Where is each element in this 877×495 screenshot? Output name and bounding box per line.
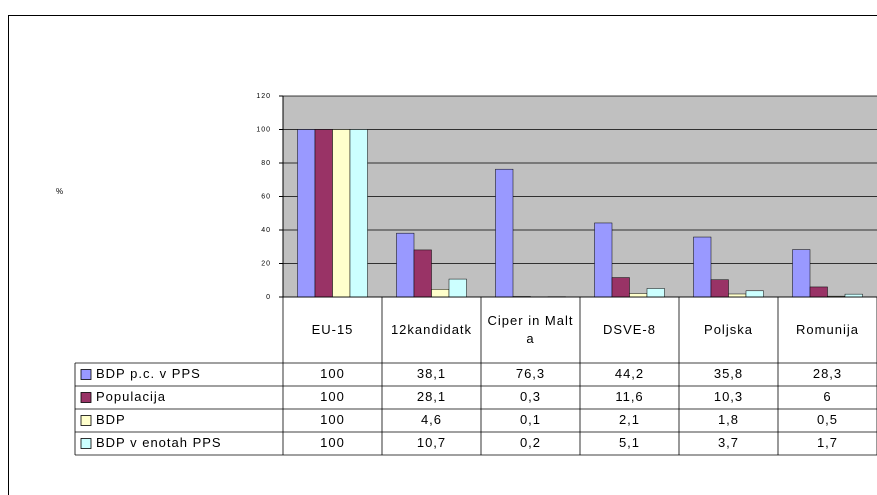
table-value: 38,1 bbox=[417, 366, 446, 381]
y-tick-label: 80 bbox=[261, 160, 271, 167]
bar bbox=[396, 232, 415, 298]
bar bbox=[431, 289, 450, 298]
y-axis-label: % bbox=[56, 187, 64, 196]
x-tick-label: Ciper in Malta bbox=[487, 313, 574, 346]
legend-key bbox=[80, 392, 92, 403]
table-value: 6 bbox=[823, 389, 831, 404]
bar bbox=[349, 129, 368, 298]
table-value: 1,8 bbox=[718, 412, 739, 427]
table-value: 2,1 bbox=[619, 412, 640, 427]
legend-label: Populacija bbox=[96, 389, 166, 404]
table-value: 100 bbox=[320, 366, 345, 381]
x-tick-label: Poljska bbox=[704, 322, 753, 337]
bar bbox=[646, 288, 665, 298]
table-value: 100 bbox=[320, 435, 345, 450]
table-value: 0,1 bbox=[520, 412, 541, 427]
legend-label: BDP v enotah PPS bbox=[96, 435, 222, 450]
legend-label: BDP p.c. v PPS bbox=[96, 366, 201, 381]
legend-key bbox=[80, 438, 92, 449]
legend-label: BDP bbox=[96, 412, 126, 427]
table-value: 0,5 bbox=[817, 412, 838, 427]
bar bbox=[693, 236, 712, 298]
bar bbox=[314, 129, 333, 298]
bar bbox=[332, 129, 351, 298]
table-value: 1,7 bbox=[817, 435, 838, 450]
y-tick-label: 100 bbox=[256, 126, 271, 133]
bar bbox=[611, 277, 630, 298]
x-tick-label: DSVE-8 bbox=[603, 322, 656, 337]
table-value: 100 bbox=[320, 389, 345, 404]
bar bbox=[495, 168, 514, 298]
chart-border bbox=[8, 15, 877, 495]
table-value: 44,2 bbox=[615, 366, 644, 381]
x-tick-label: Romunija bbox=[796, 322, 859, 337]
y-tick-label: 20 bbox=[261, 260, 271, 267]
bar bbox=[710, 279, 729, 298]
table-value: 28,1 bbox=[417, 389, 446, 404]
legend-key bbox=[80, 415, 92, 426]
table-value: 28,3 bbox=[813, 366, 842, 381]
bar bbox=[809, 286, 828, 298]
bar bbox=[297, 129, 316, 298]
bar bbox=[448, 278, 467, 298]
table-value: 10,3 bbox=[714, 389, 743, 404]
x-tick-label: EU-15 bbox=[311, 322, 354, 337]
table-value: 0,2 bbox=[520, 435, 541, 450]
table-value: 0,3 bbox=[520, 389, 541, 404]
table-value: 10,7 bbox=[417, 435, 446, 450]
bar bbox=[594, 222, 613, 298]
table-value: 76,3 bbox=[516, 366, 545, 381]
table-value: 100 bbox=[320, 412, 345, 427]
table-value: 5,1 bbox=[619, 435, 640, 450]
table-value: 35,8 bbox=[714, 366, 743, 381]
y-tick-label: 120 bbox=[256, 93, 271, 100]
y-tick-label: 0 bbox=[266, 294, 271, 301]
x-tick-label: 12kandidatk bbox=[390, 322, 473, 337]
table-value: 3,7 bbox=[718, 435, 739, 450]
bar bbox=[413, 249, 432, 298]
legend-key bbox=[80, 369, 92, 380]
table-value: 4,6 bbox=[421, 412, 442, 427]
table-value: 11,6 bbox=[615, 389, 643, 404]
bar bbox=[792, 249, 811, 298]
y-tick-label: 60 bbox=[261, 193, 271, 200]
y-tick-label: 40 bbox=[261, 227, 271, 234]
